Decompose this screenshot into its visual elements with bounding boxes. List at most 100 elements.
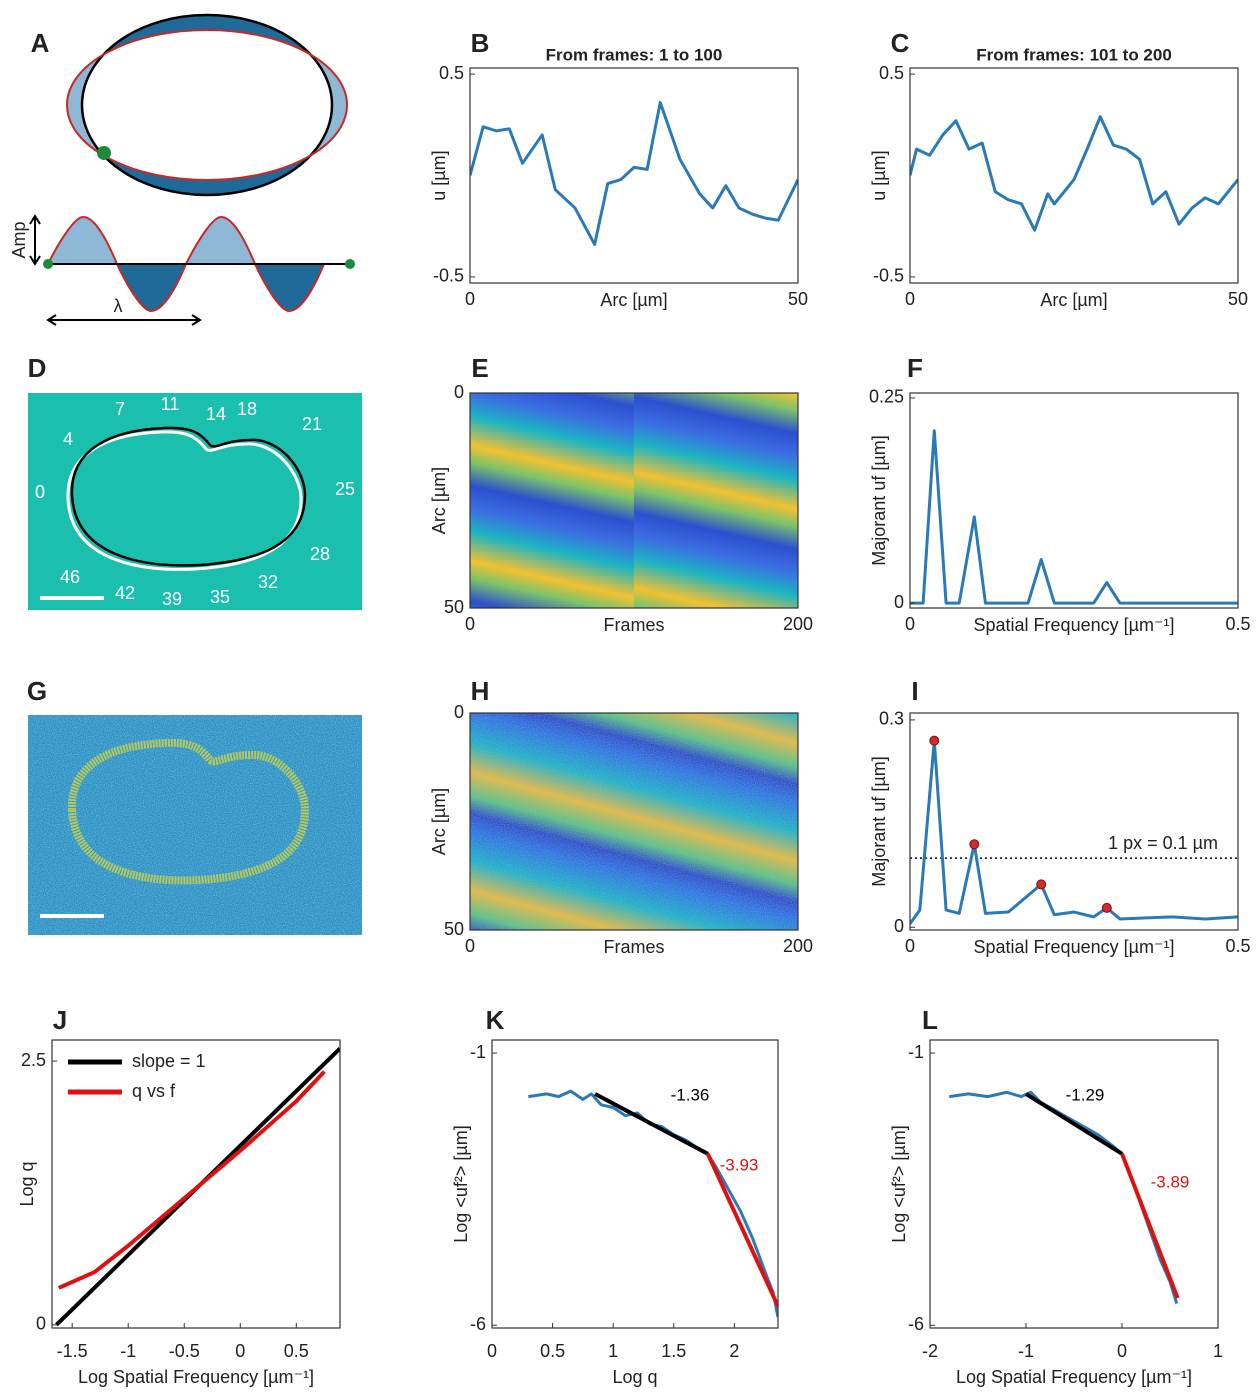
axes-box	[51, 1039, 341, 1329]
y-tick-label: -1	[470, 1042, 486, 1062]
x-axis-label: Log Spatial Frequency [µm⁻¹]	[78, 1367, 314, 1387]
heatmap	[634, 393, 798, 608]
panel-g-image	[28, 715, 362, 935]
y-axis-label: Log q	[17, 1161, 37, 1206]
y-tick-label: 2.5	[21, 1050, 46, 1070]
x-tick-label: 1.5	[661, 1341, 686, 1361]
axes-box	[909, 392, 1239, 609]
x-tick-label: -1	[1018, 1341, 1034, 1361]
x-tick-label: -1.5	[57, 1341, 88, 1361]
x-tick-label: 0	[235, 1341, 245, 1361]
amp-label: Amp	[9, 221, 29, 258]
x-tick-label: 0.5	[1225, 614, 1250, 634]
axes-box	[469, 712, 799, 931]
y-tick-label: 0	[454, 382, 464, 402]
y-axis-label: u [µm]	[869, 150, 889, 200]
plot-area: 0 0.5 0 0.25 Spatial Frequency [µm⁻¹] Majoran…	[869, 387, 1251, 635]
peak-marker	[1101, 902, 1112, 913]
axes-box	[929, 1039, 1219, 1329]
contour-label: 18	[237, 399, 257, 419]
x-tick-label: 50	[1228, 289, 1248, 309]
y-tick-label: 0.5	[879, 63, 904, 83]
x-tick-label: 200	[783, 614, 813, 634]
panel-letter: L	[922, 1005, 938, 1035]
panel-letter: J	[53, 1005, 67, 1035]
plot-area: 0 50 -0.5 0.5 From frames: 101 to 200 Arc [µm…	[869, 45, 1248, 309]
panel-letter: B	[471, 28, 490, 58]
y-tick-label: 0	[894, 592, 904, 612]
heatmap	[470, 393, 634, 608]
peak-marker	[969, 839, 980, 850]
x-tick-label: -0.5	[169, 1341, 200, 1361]
x-tick-label: 200	[783, 936, 813, 956]
axes-box	[491, 1039, 779, 1329]
contour-label: 7	[115, 399, 125, 419]
x-tick-label: 0.5	[284, 1341, 309, 1361]
y-tick-label: 0	[454, 702, 464, 722]
chart-title: From frames: 101 to 200	[976, 45, 1172, 64]
data-line	[910, 115, 1238, 232]
x-axis-label: Arc [µm]	[1040, 290, 1107, 310]
x-tick-label: 0	[465, 936, 475, 956]
panel-d-image	[28, 393, 362, 610]
data-line	[948, 1090, 1179, 1304]
x-tick-label: -2	[922, 1341, 938, 1361]
plot-area: 1 px = 0.1 µm 0 0.5 0 0.3 Spatial Frequency […	[869, 709, 1251, 957]
x-tick-label: 0	[465, 614, 475, 634]
y-axis-label: Log <uf²> [µm]	[889, 1125, 909, 1242]
data-line	[470, 100, 798, 246]
panel-a-diagram: Amp λ	[9, 13, 355, 326]
plot-area: 0 50 -0.5 0.5 From frames: 1 to 100 Arc [µm] u…	[429, 45, 808, 309]
data-line	[1024, 1092, 1124, 1156]
plot-area: 0 0.5 1 1.5 2 -6 -1 Log q Log <uf²> [µm] -1.36 -3.…	[451, 1039, 779, 1387]
reference-label: 1 px = 0.1 µm	[1108, 833, 1218, 853]
panel-letter: C	[891, 28, 910, 58]
x-axis-label: Spatial Frequency [µm⁻¹]	[974, 615, 1175, 635]
contour-label: 21	[302, 414, 322, 434]
axes-box	[469, 392, 799, 609]
panel-letter: G	[27, 676, 47, 706]
y-axis-label: Majorant uf [µm]	[869, 435, 889, 565]
y-axis-label: Majorant uf [µm]	[869, 756, 889, 886]
contour-label: 25	[335, 479, 355, 499]
panel-letter: A	[31, 28, 50, 58]
x-axis-label: Spatial Frequency [µm⁻¹]	[974, 937, 1175, 957]
x-tick-label: 1	[608, 1341, 618, 1361]
x-axis-label: Arc [µm]	[600, 290, 667, 310]
contour-label: 46	[60, 567, 80, 587]
y-axis-label: Arc [µm]	[429, 467, 449, 534]
y-tick-label: 50	[444, 597, 464, 617]
x-axis-label: Log Spatial Frequency [µm⁻¹]	[956, 1367, 1192, 1387]
x-axis-label: Log q	[612, 1367, 657, 1387]
y-tick-label: -6	[470, 1314, 486, 1334]
panel-letter: I	[911, 676, 918, 706]
y-axis-label: u [µm]	[429, 150, 449, 200]
x-tick-label: 0	[1117, 1341, 1127, 1361]
y-tick-label: -0.5	[433, 266, 464, 286]
y-tick-label: -1	[908, 1042, 924, 1062]
axes-box	[909, 712, 1239, 931]
contour-label: 28	[310, 544, 330, 564]
slope-annotation: -1.36	[671, 1085, 710, 1104]
x-axis-label: Frames	[603, 615, 664, 635]
data-line	[594, 1092, 709, 1156]
y-tick-label: 0	[894, 916, 904, 936]
x-tick-label: 1	[1213, 1341, 1223, 1361]
contour-label: 14	[206, 404, 226, 424]
contour-label: 0	[35, 482, 45, 502]
x-tick-label: 0	[487, 1341, 497, 1361]
plot-area: -2 -1 0 1 -6 -1 Log Spatial Frequency [µm⁻¹] Lo…	[889, 1039, 1223, 1387]
y-tick-label: 0.5	[439, 63, 464, 83]
x-tick-label: 0.5	[540, 1341, 565, 1361]
slope-annotation: -3.93	[720, 1155, 759, 1174]
legend-label: slope = 1	[132, 1051, 206, 1071]
peak-marker	[1036, 879, 1047, 890]
axes-box	[469, 67, 799, 284]
y-axis-label: Arc [µm]	[429, 788, 449, 855]
legend-label: q vs f	[132, 1081, 176, 1101]
contour-label: 39	[162, 589, 182, 609]
contour-label: 4	[63, 429, 73, 449]
x-tick-label: 0	[465, 289, 475, 309]
